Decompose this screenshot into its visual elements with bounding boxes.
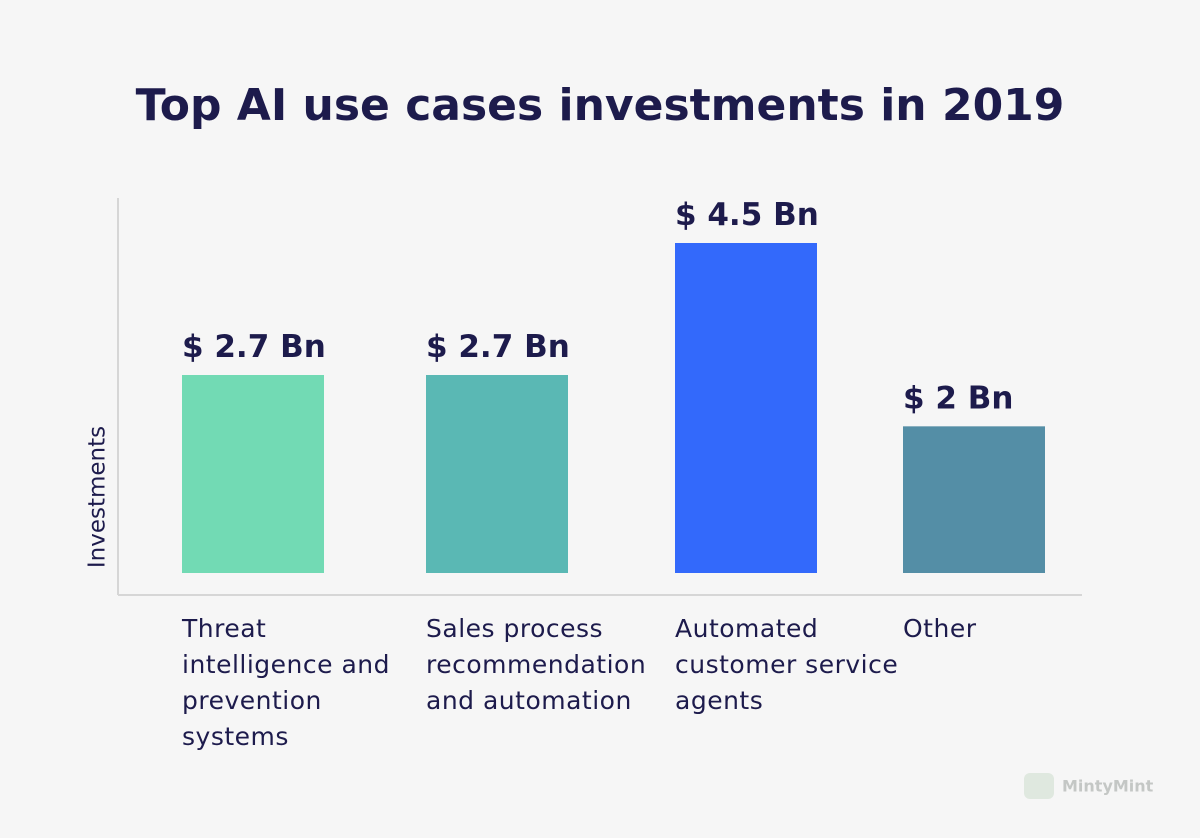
value-label: $ 2.7 Bn [426,329,570,365]
x-tick-label: Other [903,614,977,643]
logo-icon [1024,773,1054,799]
value-label: $ 2 Bn [903,380,1013,416]
bar [182,375,324,573]
chart-title: Top AI use cases investments in 2019 [136,80,1065,131]
y-axis-label: Investments [85,426,111,568]
value-label: $ 4.5 Bn [675,197,819,233]
bar [903,426,1045,573]
watermark: MintyMint [1062,777,1154,796]
x-tick-label: Automated customer service agents [675,614,899,715]
bar [675,243,817,573]
x-tick-label: Sales process recommendation and automat… [426,614,647,715]
bar [426,375,568,573]
value-label: $ 2.7 Bn [182,329,326,365]
x-tick-label: Threat intelligence and prevention syste… [182,614,391,751]
